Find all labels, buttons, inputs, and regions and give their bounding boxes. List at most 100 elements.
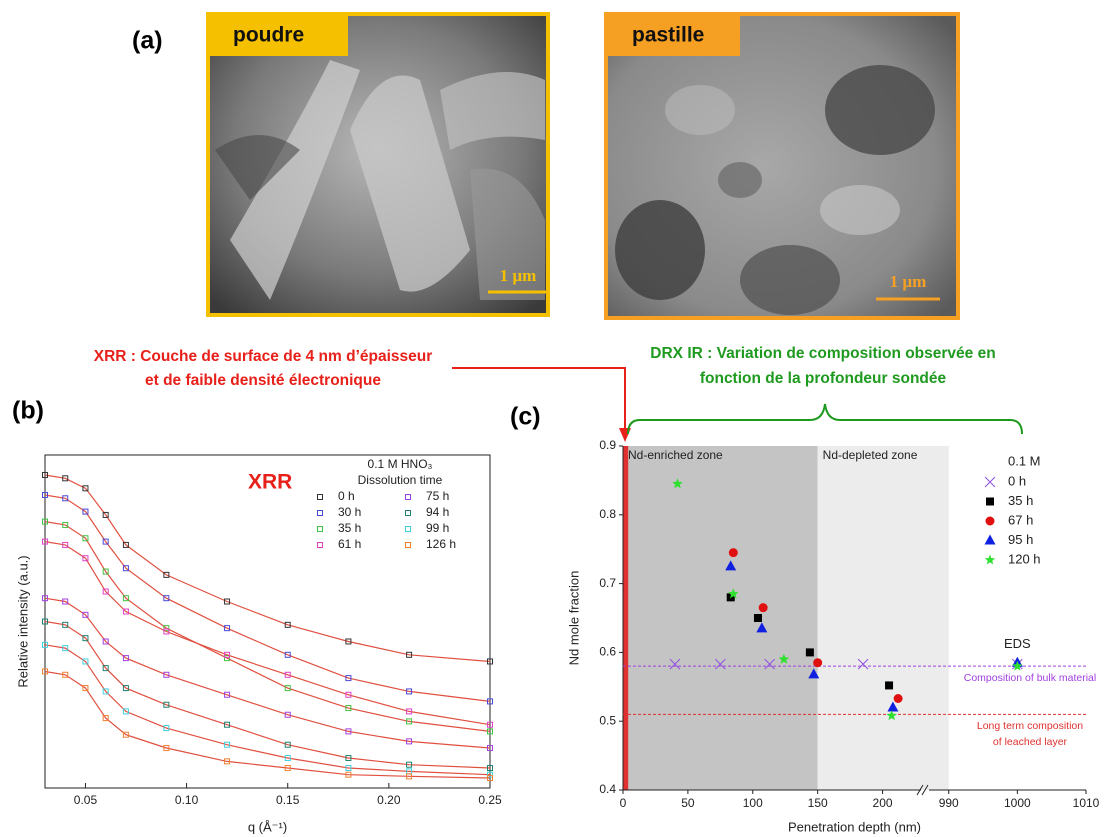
legend-title: 0.1 M HNO₃ [368,457,433,471]
fit-curve [44,644,491,776]
x-tick-label: 0.20 [377,793,401,807]
data-point [224,598,231,605]
data-point [122,708,129,715]
data-point [753,614,762,622]
data-point [284,621,291,628]
x-tick-label: 50 [681,796,695,810]
data-point [62,495,69,502]
data-point [102,511,109,518]
data-point [163,671,170,678]
data-point [345,691,352,698]
fit-curve [44,474,491,663]
data-point [805,648,814,657]
y-axis-label: Relative intensity (a.u.) [15,555,30,687]
point-label: EDS [1004,636,1031,651]
data-point [284,711,291,718]
legend-marker [405,542,411,548]
fit-curve [44,597,491,749]
data-point [406,761,413,768]
legend-label: 30 h [338,505,361,519]
chart-b: 0.05 0.10 0.15 0.20 0.25 q (Å⁻¹) Relative inte… [15,454,502,834]
data-point [808,668,820,679]
x-tick-label: 0.05 [74,793,98,807]
data-point [122,731,129,738]
data-point [345,755,352,762]
y-tick-label: 0.6 [599,645,616,659]
scale-bar-label: 1 µm [890,272,927,291]
data-point [82,611,89,618]
data-point [758,603,768,613]
data-point [345,771,352,778]
data-point [813,658,823,668]
panel-label: (c) [510,403,541,431]
data-point [122,541,129,548]
legend-marker [985,516,995,526]
fit-curve [44,670,491,779]
chart-c: Nd-enriched zone Nd-depleted zone 0 50 100 15… [566,438,1099,834]
data-point [163,595,170,602]
data-point [406,688,413,695]
y-tick-label: 0.5 [599,713,616,727]
data-point [82,658,89,665]
data-point [345,728,352,735]
data-point [284,651,291,658]
data-point [764,658,776,670]
data-point [42,538,48,545]
legend-label: 126 h [426,537,456,551]
data-point [345,675,352,682]
data-point [345,765,352,772]
surface-layer [623,446,629,790]
x-tick-label: 0.15 [276,793,300,807]
chart-title: XRR [248,471,292,494]
x-tick-label: 1010 [1073,796,1100,810]
data-point [163,625,170,632]
data-point [42,641,48,648]
reference-label: Long term composition [977,720,1083,732]
data-point [1012,660,1023,671]
data-point [224,758,231,765]
data-point [487,721,493,728]
data-point [487,771,493,778]
data-point [62,645,69,652]
data-point [122,565,129,572]
y-tick-label: 0.7 [599,576,616,590]
data-point [82,635,89,642]
x-tick-label: 150 [808,796,828,810]
data-point [62,541,69,548]
sem-image: pastille 1 µm [604,12,960,320]
data-point [406,718,413,725]
zone [817,446,949,790]
image-label: poudre [233,24,304,47]
legend-marker [986,497,994,506]
x-tick-label: 0 [620,796,627,810]
bracket [627,403,1023,435]
data-point [406,738,413,745]
y-axis-label: Nd mole fraction [566,571,581,666]
data-point [122,608,129,615]
data-point [406,773,413,780]
data-point [487,745,493,752]
data-point [885,681,894,690]
x-tick-label: 1000 [1004,796,1031,810]
data-point [672,478,683,489]
fit-curve [44,620,491,769]
axis-break [916,784,929,796]
data-point [224,651,231,658]
legend-marker [317,494,323,500]
data-point [102,568,109,575]
data-point [102,638,109,645]
legend-label: 120 h [1008,551,1041,566]
annotation: XRR : Couche de surface de 4 nm d’épaiss… [94,348,433,365]
data-point [487,775,493,782]
legend-marker [405,510,411,516]
connector-arrow [452,367,626,430]
legend-marker [984,476,996,488]
data-point [857,658,869,670]
data-point [886,710,897,721]
fit-curve [44,541,491,726]
legend-label: 0 h [338,489,355,503]
data-point [893,693,903,703]
data-point [487,765,493,772]
data-point [62,598,69,605]
